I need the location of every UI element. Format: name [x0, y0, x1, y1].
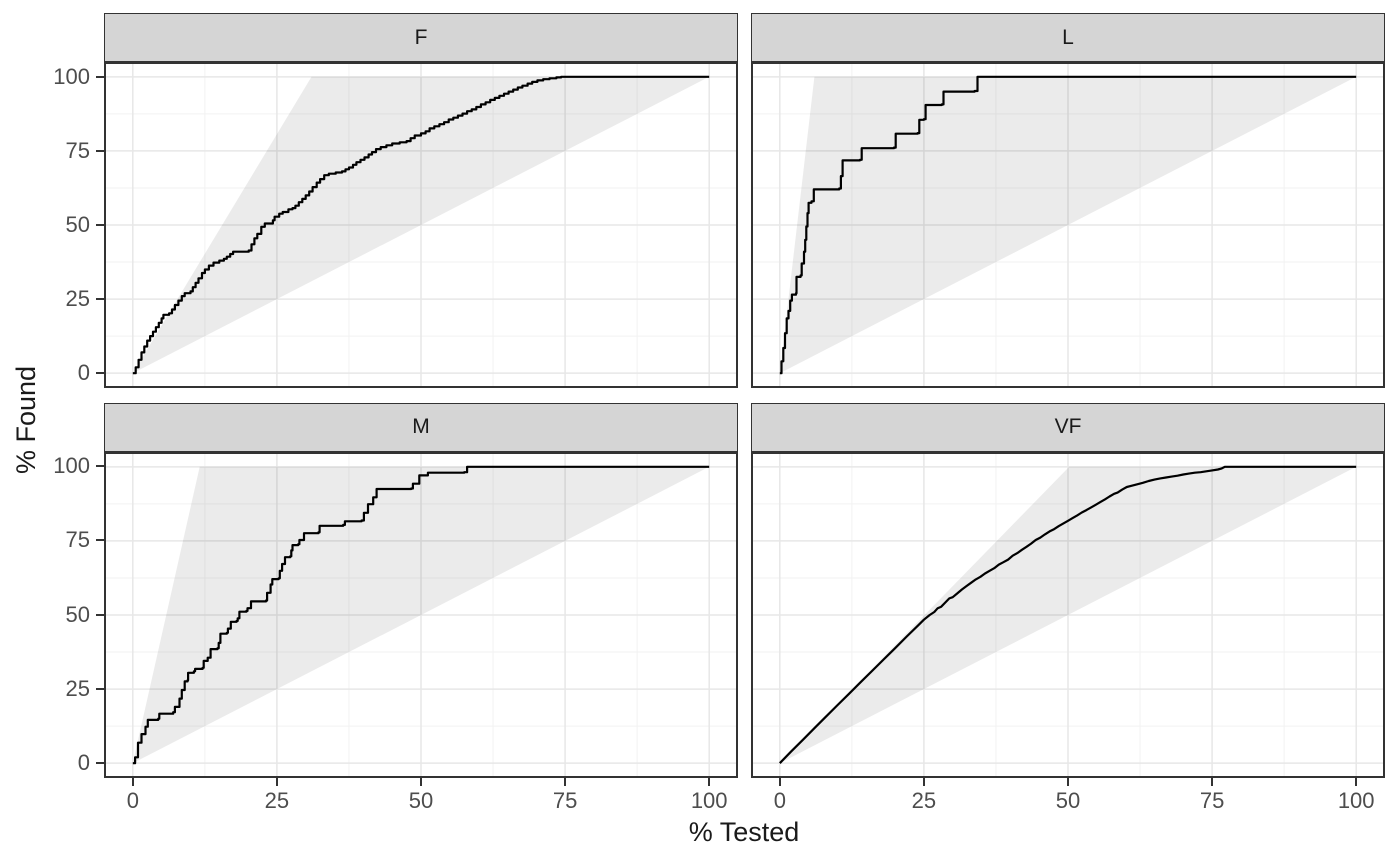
envelope-band: [779, 466, 1357, 763]
x-tick-label: 25: [264, 788, 290, 813]
x-tick-label: 0: [773, 788, 786, 813]
x-tick-mark: [420, 777, 422, 786]
y-tick-mark: [96, 687, 104, 690]
x-tick-mark: [131, 777, 134, 786]
y-tick-label: 75: [65, 527, 90, 553]
y-tick-label: 25: [65, 675, 90, 701]
x-tick-label: 100: [1337, 788, 1375, 813]
x-tick-label: 75: [1199, 788, 1225, 813]
facet-panel-L: [751, 62, 1385, 388]
x-tick-mark: [922, 777, 925, 786]
y-tick-label: 50: [65, 601, 90, 627]
facet-panel-F: [104, 62, 738, 388]
facet-strip-F: F: [104, 13, 738, 62]
y-tick-mark: [96, 465, 104, 468]
x-tick-label: 50: [408, 788, 434, 813]
y-tick-label: 100: [53, 453, 90, 479]
facet-panel-M: [104, 451, 738, 778]
plot-area-VF: [751, 451, 1385, 778]
y-tick-mark: [96, 613, 104, 616]
facet-strip-label: M: [412, 415, 430, 438]
x-tick-mark: [778, 777, 781, 786]
x-tick-label: 75: [552, 788, 578, 813]
y-tick-label: 0: [77, 749, 90, 775]
envelope-band: [132, 76, 710, 374]
facet-strip-label: F: [414, 25, 428, 49]
y-tick-mark: [96, 224, 104, 226]
y-tick-mark: [96, 372, 104, 375]
facet-strip-label: VF: [1054, 415, 1082, 438]
y-tick-label: 0: [77, 360, 90, 386]
x-tick-label: 0: [126, 788, 139, 813]
x-tick-mark: [708, 777, 711, 786]
y-tick-mark: [96, 149, 104, 152]
y-tick-mark: [96, 539, 104, 542]
x-tick-mark: [1211, 777, 1214, 786]
y-tick-label: 25: [65, 286, 90, 312]
y-axis-title: % Found: [11, 365, 41, 475]
x-tick-label: 25: [911, 788, 937, 813]
facet-strip-L: L: [751, 13, 1385, 62]
y-tick-mark: [96, 298, 104, 301]
x-tick-mark: [1355, 777, 1358, 786]
plot-area-L: [751, 62, 1385, 388]
x-axis-title: % Tested: [688, 817, 800, 847]
facet-panel-VF: [751, 451, 1385, 778]
y-tick-mark: [96, 75, 104, 78]
envelope-band: [779, 76, 1357, 374]
cost-effectiveness-curve: [132, 465, 710, 764]
envelope-band: [132, 466, 710, 763]
x-tick-label: 100: [690, 788, 728, 813]
y-tick-label: 75: [65, 137, 90, 163]
facet-strip-label: L: [1062, 25, 1074, 49]
facet-strip-VF: VF: [751, 402, 1385, 452]
y-tick-label: 100: [53, 63, 90, 89]
x-tick-mark: [1067, 777, 1069, 786]
cost-effectiveness-curve: [779, 465, 1357, 764]
x-tick-mark: [275, 777, 278, 786]
facet-strip-M: M: [104, 402, 738, 452]
cost-effectiveness-curve: [132, 75, 710, 375]
x-tick-mark: [564, 777, 567, 786]
x-tick-label: 50: [1055, 788, 1081, 813]
y-tick-mark: [96, 761, 104, 764]
cost-effectiveness-curve: [779, 75, 1357, 375]
plot-area-M: [104, 451, 738, 778]
plot-area-F: [104, 62, 738, 388]
y-tick-label: 50: [65, 212, 90, 237]
